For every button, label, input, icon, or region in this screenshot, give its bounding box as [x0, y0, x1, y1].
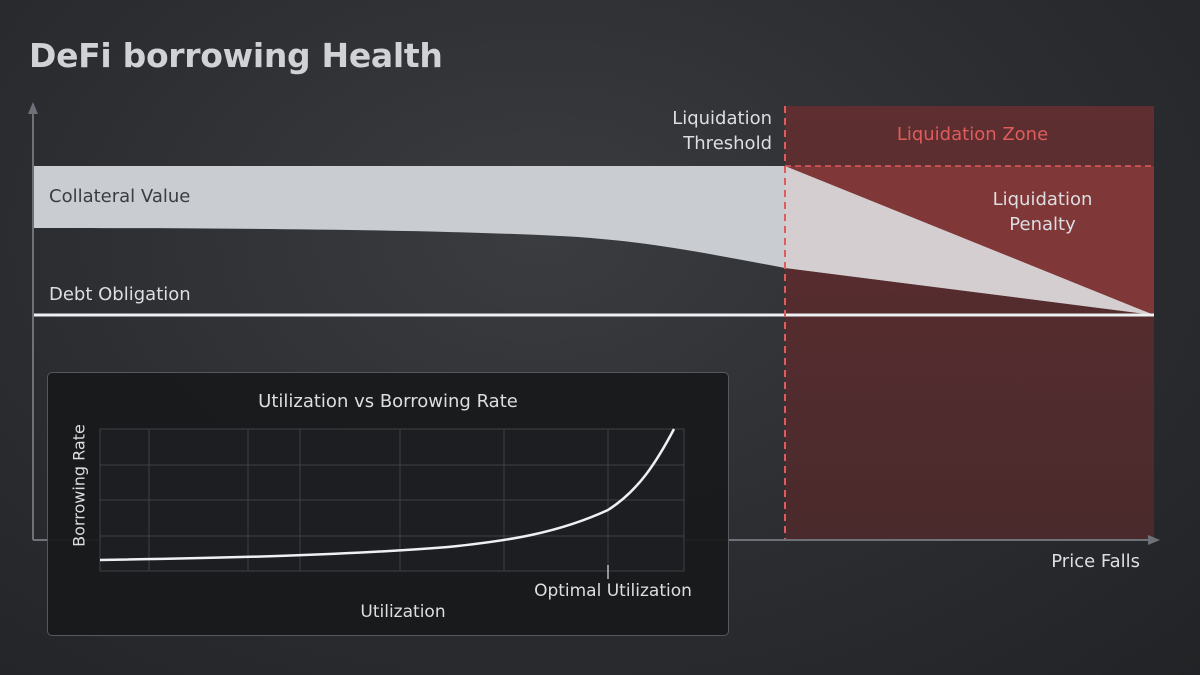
liquidation-zone-label: Liquidation Zone	[896, 124, 1049, 145]
liquidation-threshold-label: Liquidation Threshold	[672, 108, 772, 154]
collateral-value-label: Collateral Value	[49, 186, 191, 207]
x-axis-arrow	[1148, 535, 1160, 545]
utilization-chart	[99, 428, 685, 579]
y-axis-arrow	[28, 102, 38, 114]
inset-y-axis-label: Borrowing Rate	[69, 424, 89, 547]
inset-x-axis-label: Utilization	[360, 602, 446, 622]
inset-grid	[100, 429, 684, 571]
x-axis-label: Price Falls	[1051, 551, 1140, 572]
optimal-utilization-label: Optimal Utilization	[534, 581, 692, 601]
liquidation-penalty-label: Liquidation Penalty	[992, 189, 1093, 235]
utilization-inset-panel: Utilization vs Borrowing Rate Borrowing …	[47, 372, 729, 636]
collateral-value-band	[33, 166, 1154, 315]
inset-title: Utilization vs Borrowing Rate	[258, 391, 518, 412]
page-title: DeFi borrowing Health	[29, 36, 443, 75]
collateral-in-zone-shade	[785, 166, 1154, 315]
borrowing-rate-curve	[99, 428, 676, 562]
debt-obligation-label: Debt Obligation	[49, 284, 191, 305]
